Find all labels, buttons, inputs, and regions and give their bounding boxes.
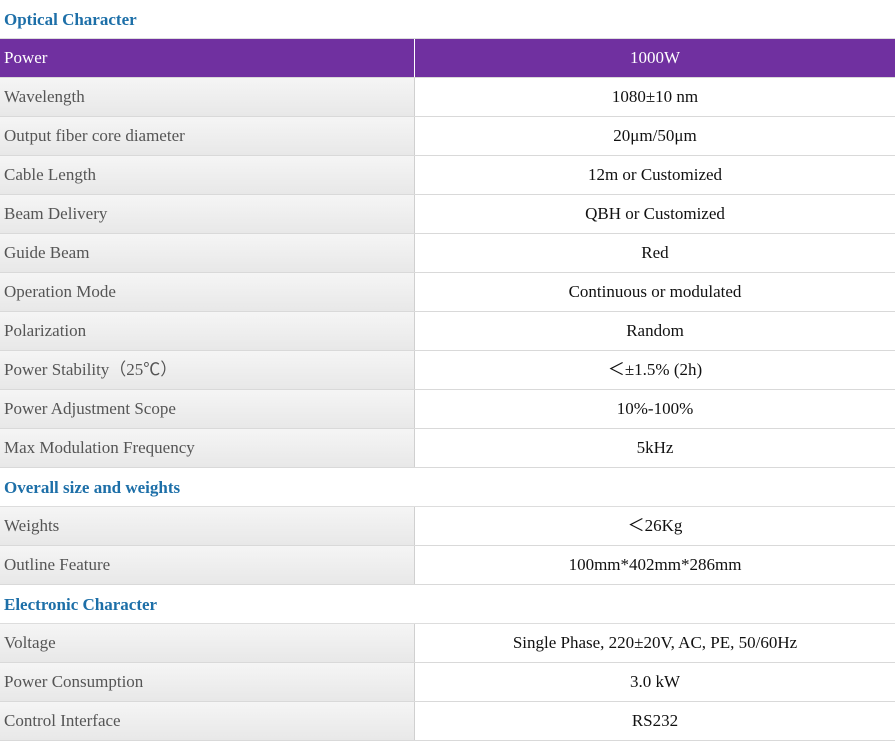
spec-row: Guide Beam Red [0, 234, 895, 273]
spec-value: Single Phase, 220±20V, AC, PE, 50/60Hz [512, 633, 798, 652]
spec-value: 20μm/50μm [613, 126, 697, 145]
spec-value: QBH or Customized [585, 204, 725, 223]
spec-label: Cable Length [0, 156, 415, 194]
spec-row: Polarization Random [0, 312, 895, 351]
spec-row: Outline Feature 100mm*402mm*286mm [0, 546, 895, 585]
spec-label: Polarization [0, 312, 415, 350]
spec-row: Max Modulation Frequency 5kHz [0, 429, 895, 468]
spec-value: 5kHz [636, 438, 674, 457]
spec-label: Max Modulation Frequency [0, 429, 415, 467]
spec-row: Beam Delivery QBH or Customized [0, 195, 895, 234]
spec-label: Weights [0, 507, 415, 545]
spec-row: Wavelength 1080±10 nm [0, 78, 895, 117]
spec-value: ＜±1.5% (2h) [607, 360, 703, 379]
spec-value: RS232 [631, 711, 679, 730]
spec-label: Power [0, 39, 415, 77]
spec-label: Power Consumption [0, 663, 415, 701]
spec-row: Power 1000W [0, 39, 895, 78]
spec-row: Voltage Single Phase, 220±20V, AC, PE, 50… [0, 624, 895, 663]
spec-value: 1080±10 nm [611, 87, 699, 106]
spec-label: Power Adjustment Scope [0, 390, 415, 428]
spec-label: Control Interface [0, 702, 415, 740]
spec-label: Wavelength [0, 78, 415, 116]
spec-label: Guide Beam [0, 234, 415, 272]
section-title: Optical Character [0, 0, 895, 39]
spec-label: Power Stability（25℃） [0, 351, 415, 389]
spec-value: Random [626, 321, 684, 340]
spec-row: Operation Mode Continuous or modulated [0, 273, 895, 312]
spec-row: Control Interface RS232 [0, 702, 895, 741]
spec-value: ＜26Kg [627, 516, 683, 535]
spec-value: Continuous or modulated [568, 282, 742, 301]
section-title: Electronic Character [0, 585, 895, 624]
spec-row: Output fiber core diameter 20μm/50μm [0, 117, 895, 156]
spec-value: 12m or Customized [587, 165, 723, 184]
spec-row: Cable Length 12m or Customized [0, 156, 895, 195]
spec-row: Weights ＜26Kg [0, 507, 895, 546]
spec-row: Power Consumption 3.0 kW [0, 663, 895, 702]
spec-row: Power Stability（25℃） ＜±1.5% (2h) [0, 351, 895, 390]
spec-value: 100mm*402mm*286mm [568, 555, 742, 574]
spec-value: Red [641, 243, 669, 262]
spec-label: Voltage [0, 624, 415, 662]
spec-label: Operation Mode [0, 273, 415, 311]
spec-value: 1000W [415, 39, 895, 77]
spec-row: Power Adjustment Scope 10%-100% [0, 390, 895, 429]
section-title: Overall size and weights [0, 468, 895, 507]
spec-label: Beam Delivery [0, 195, 415, 233]
spec-value: 3.0 kW [629, 672, 681, 691]
spec-label: Outline Feature [0, 546, 415, 584]
spec-value: 10%-100% [616, 399, 694, 418]
spec-label: Output fiber core diameter [0, 117, 415, 155]
